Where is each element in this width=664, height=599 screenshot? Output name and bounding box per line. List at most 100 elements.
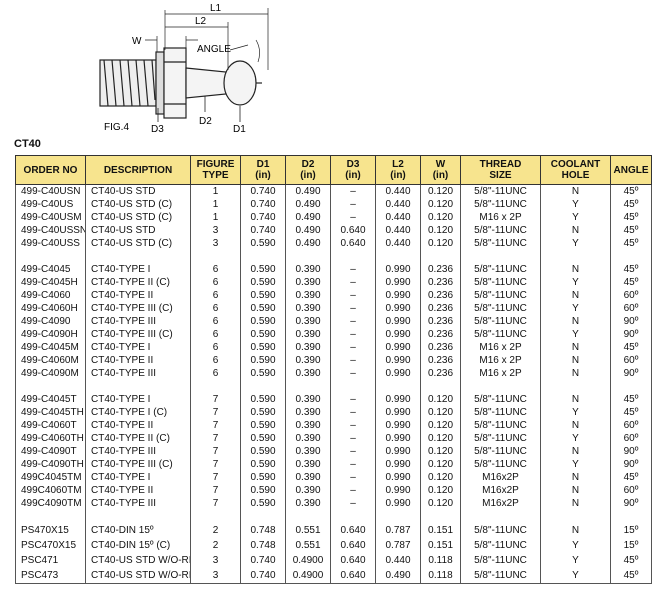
table-cell: 0.990 xyxy=(375,393,421,406)
table-cell: 499-C4090M xyxy=(15,367,86,380)
table-cell: 6 xyxy=(190,276,241,289)
table-cell: – xyxy=(330,263,376,276)
column-header: D2 (in) xyxy=(285,155,331,185)
table-cell: N xyxy=(540,354,611,367)
table-cell: 0.151 xyxy=(420,523,461,538)
dim-label: ANGLE xyxy=(197,44,231,55)
table-cell: Y xyxy=(540,198,611,211)
empty-cell xyxy=(420,380,461,393)
column-header: COOLANT HOLE xyxy=(540,155,611,185)
table-cell: 60º xyxy=(610,432,652,445)
table-cell: 0.590 xyxy=(240,302,286,315)
table-cell: 0.120 xyxy=(420,224,461,237)
table-row: 499-C40USM CT40-US STD (C) 1 0.740 0.490–0.4… xyxy=(15,211,652,224)
header-row: ORDER NO DESCRIPTION FIGURE TYPE D1 (in) D2 (in… xyxy=(15,155,652,185)
table-cell: 0.490 xyxy=(375,568,421,584)
table-cell: N xyxy=(540,367,611,380)
table-cell: CT40-TYPE III xyxy=(85,445,191,458)
table-cell: 6 xyxy=(190,263,241,276)
table-cell: 45º xyxy=(610,237,652,250)
table-cell: 0.990 xyxy=(375,497,421,510)
table-cell: 0.740 xyxy=(240,568,286,584)
spec-table: ORDER NO DESCRIPTION FIGURE TYPE D1 (in) D2 (in… xyxy=(15,155,652,584)
table-cell: 3 xyxy=(190,553,241,568)
table-cell: 45º xyxy=(610,224,652,237)
table-cell: 45º xyxy=(610,263,652,276)
table-cell: 1 xyxy=(190,211,241,224)
table-cell: 7 xyxy=(190,484,241,497)
table-cell: CT40-US STD xyxy=(85,224,191,237)
table-cell: 499-C40US xyxy=(15,198,86,211)
table-cell: 7 xyxy=(190,406,241,419)
table-cell: 90º xyxy=(610,328,652,341)
empty-cell xyxy=(540,380,611,393)
table-row: PSC470X15 CT40-DIN 15º (C) 2 0.748 0.551 0.64… xyxy=(15,538,652,553)
table-cell: 5/8"-11UNC xyxy=(460,538,541,553)
table-row: 499C4045TM CT40-TYPE I 7 0.590 0.390–0.990 0.… xyxy=(15,471,652,484)
table-cell: – xyxy=(330,276,376,289)
table-cell: N xyxy=(540,393,611,406)
table-cell: 0.120 xyxy=(420,211,461,224)
table-cell: 5/8"-11UNC xyxy=(460,406,541,419)
table-cell: 0.590 xyxy=(240,471,286,484)
empty-cell xyxy=(15,250,86,263)
column-header: L2 (in) xyxy=(375,155,421,185)
table-cell: 6 xyxy=(190,289,241,302)
table-cell: 7 xyxy=(190,471,241,484)
header-text: D3 xyxy=(346,159,360,170)
table-cell: – xyxy=(330,393,376,406)
table-cell: 45º xyxy=(610,276,652,289)
table-cell: 499-C4060M xyxy=(15,354,86,367)
table-cell: N xyxy=(540,263,611,276)
table-cell: 0.590 xyxy=(240,393,286,406)
table-row: 499-C4060M CT40-TYPE II 6 0.590 0.390–0.990 0… xyxy=(15,354,652,367)
table-row: 499C4060TM CT40-TYPE II 7 0.590 0.390–0.990 0… xyxy=(15,484,652,497)
table-cell: CT40-TYPE II xyxy=(85,419,191,432)
table-cell: 0.590 xyxy=(240,237,286,250)
table-cell: – xyxy=(330,315,376,328)
header-text: THREAD xyxy=(479,159,522,170)
table-cell: 90º xyxy=(610,445,652,458)
table-row: 499-C40USSN CT40-US STD 3 0.740 0.490 0.640 0.… xyxy=(15,224,652,237)
table-cell: 0.551 xyxy=(285,523,331,538)
table-cell: – xyxy=(330,432,376,445)
empty-cell xyxy=(420,250,461,263)
table-cell: 5/8"-11UNC xyxy=(460,328,541,341)
table-cell: 499-C4045M xyxy=(15,341,86,354)
table-cell: 7 xyxy=(190,497,241,510)
table-cell: 0.236 xyxy=(420,276,461,289)
table-cell: 0.590 xyxy=(240,354,286,367)
table-cell: 499-C4045 xyxy=(15,263,86,276)
table-cell: 5/8"-11UNC xyxy=(460,289,541,302)
table-cell: 5/8"-11UNC xyxy=(460,553,541,568)
spacer-row xyxy=(15,380,652,393)
table-cell: 0.390 xyxy=(285,276,331,289)
table-cell: 0.740 xyxy=(240,553,286,568)
empty-cell xyxy=(460,250,541,263)
table-cell: PS470X15 xyxy=(15,523,86,538)
table-cell: 0.590 xyxy=(240,289,286,302)
table-cell: – xyxy=(330,302,376,315)
table-cell: 0.390 xyxy=(285,393,331,406)
table-cell: 5/8"-11UNC xyxy=(460,568,541,584)
spacer-row xyxy=(15,510,652,523)
table-cell: PSC471 xyxy=(15,553,86,568)
table-cell: CT40-TYPE I xyxy=(85,341,191,354)
table-cell: 0.120 xyxy=(420,484,461,497)
table-cell: 499-C4090TH xyxy=(15,458,86,471)
table-cell: 0.740 xyxy=(240,224,286,237)
table-cell: 2 xyxy=(190,523,241,538)
empty-cell xyxy=(330,250,376,263)
empty-cell xyxy=(375,250,421,263)
table-cell: N xyxy=(540,315,611,328)
table-cell: 0.640 xyxy=(330,568,376,584)
table-cell: 0.590 xyxy=(240,367,286,380)
table-cell: 0.590 xyxy=(240,497,286,510)
table-cell: – xyxy=(330,198,376,211)
table-cell: 0.390 xyxy=(285,484,331,497)
table-cell: M16x2P xyxy=(460,471,541,484)
table-cell: Y xyxy=(540,276,611,289)
header-text: TYPE xyxy=(202,170,229,181)
table-cell: 0.118 xyxy=(420,568,461,584)
table-cell: 0.990 xyxy=(375,263,421,276)
